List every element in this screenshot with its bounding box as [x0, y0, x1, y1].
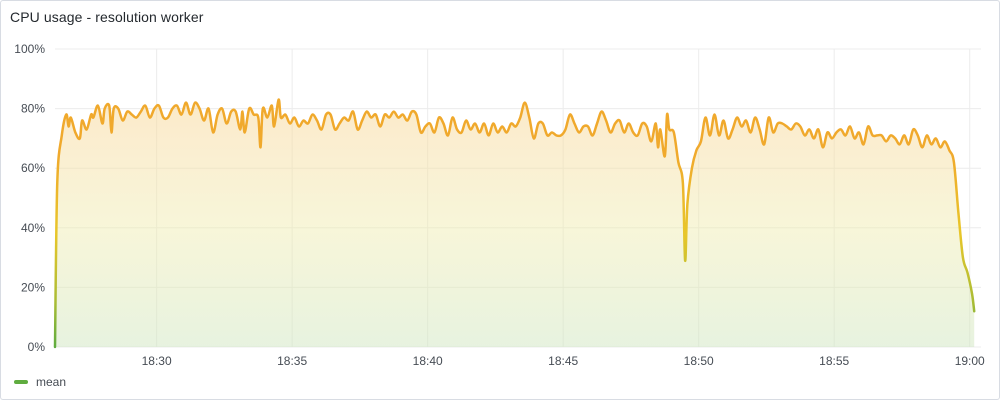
series-area-fill [55, 99, 975, 347]
x-tick-label: 18:35 [277, 354, 307, 368]
y-tick-label: 40% [21, 221, 45, 235]
legend-label-mean: mean [36, 375, 67, 389]
y-tick-label: 80% [21, 102, 45, 116]
area-layer [53, 98, 976, 349]
y-tick-label: 60% [21, 161, 45, 175]
legend-swatch [14, 380, 28, 384]
x-tick-label: 18:55 [819, 354, 849, 368]
panel-title: CPU usage - resolution worker [10, 9, 204, 25]
x-tick-label: 18:45 [548, 354, 578, 368]
series-line-mean[interactable] [53, 98, 976, 349]
legend[interactable]: mean [14, 375, 66, 389]
x-tick-label: 19:00 [955, 354, 985, 368]
x-tick-label: 18:50 [684, 354, 714, 368]
y-tick-label: 20% [21, 280, 45, 294]
y-tick-label: 0% [28, 340, 46, 354]
x-tick-label: 18:40 [413, 354, 443, 368]
axis-layer: 0% 20% 40% 60% 80% 100% 18:30 18:35 18:40 18:45 18… [14, 42, 985, 368]
x-tick-label: 18:30 [142, 354, 172, 368]
y-tick-label: 100% [14, 42, 45, 56]
